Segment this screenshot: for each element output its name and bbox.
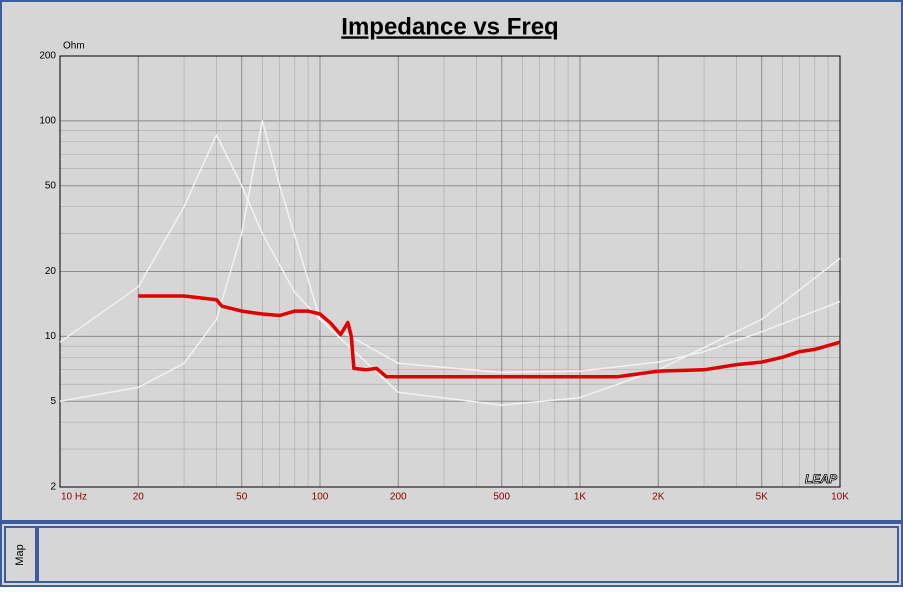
x-tick-label: 200 [390, 492, 407, 503]
map-panel [37, 526, 899, 583]
plot-border [59, 55, 841, 488]
x-tick-label: 500 [493, 492, 510, 503]
x-tick-label: 10 Hz [61, 492, 87, 503]
y-tick-label: 5 [50, 396, 56, 407]
y-tick-label: 2 [50, 482, 56, 493]
x-tick-label: 1K [574, 492, 587, 503]
x-tick-label: 2K [652, 492, 665, 503]
map-tab [4, 526, 37, 583]
impedance-curve [138, 294, 841, 379]
x-tick-label: 10K [831, 492, 849, 503]
x-tick-label: 100 [312, 492, 329, 503]
y-unit: Ohm [63, 41, 85, 52]
y-tick-label: 200 [39, 51, 56, 62]
logo: LEAP [805, 472, 838, 486]
y-tick-label: 100 [39, 116, 56, 127]
y-tick-label: 50 [45, 180, 57, 191]
x-tick-label: 20 [133, 492, 145, 503]
y-tick-label: 10 [45, 331, 57, 342]
chart-title: Impedance vs Freq [341, 13, 558, 40]
x-tick-label: 50 [236, 492, 248, 503]
x-tick-label: 5K [756, 492, 769, 503]
map-label: Map [14, 544, 26, 565]
y-tick-label: 20 [45, 266, 57, 277]
